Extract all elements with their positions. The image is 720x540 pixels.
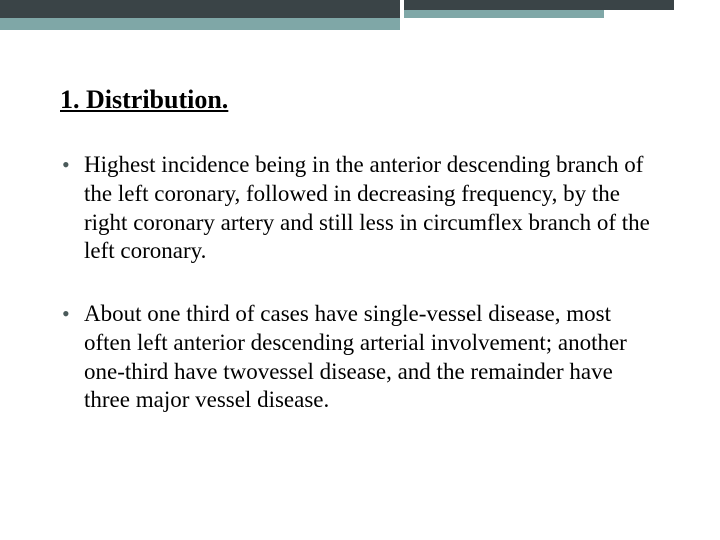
border-dark-1 — [0, 0, 400, 18]
heading: 1. Distribution. — [60, 85, 660, 115]
border-dark-2 — [404, 0, 674, 10]
border-teal-1 — [0, 18, 400, 30]
slide: 1. Distribution. Highest incidence being… — [0, 0, 720, 540]
bullet-item: About one third of cases have single-ves… — [60, 300, 660, 415]
top-border — [0, 0, 720, 32]
border-teal-2 — [404, 10, 604, 18]
content-area: 1. Distribution. Highest incidence being… — [60, 85, 660, 449]
bullet-list: Highest incidence being in the anterior … — [60, 151, 660, 415]
bullet-item: Highest incidence being in the anterior … — [60, 151, 660, 266]
